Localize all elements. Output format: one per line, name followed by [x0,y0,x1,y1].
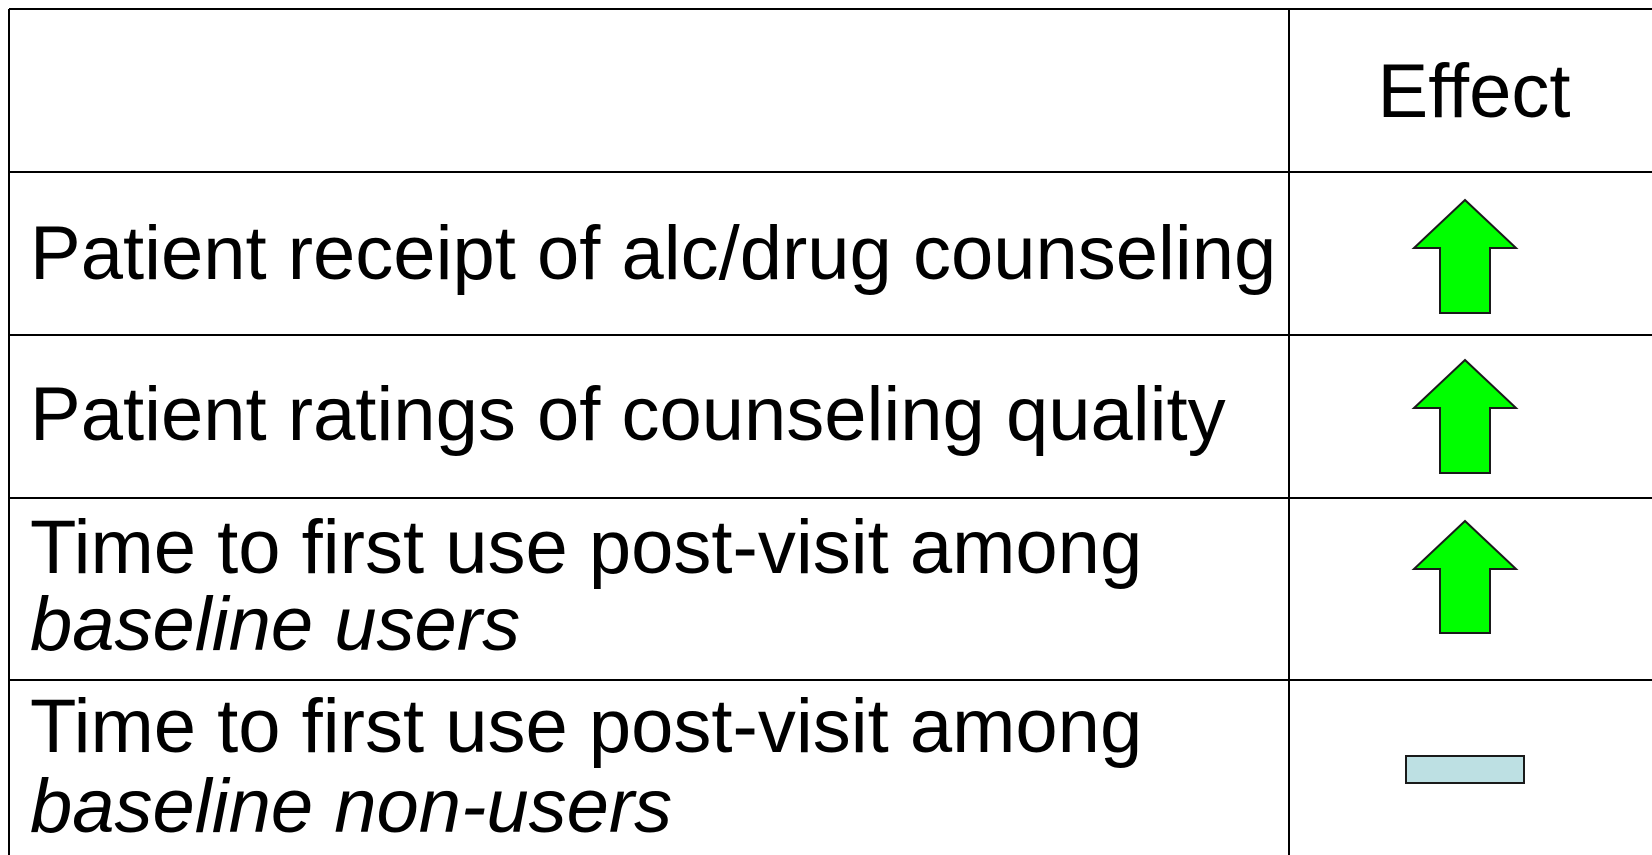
up-arrow [1411,358,1519,474]
up-arrow [1411,519,1519,634]
table-grid [8,8,1652,855]
row-label: Patient receipt of alc/drug counseling [30,211,1276,296]
header-cell: Effect [1378,49,1571,134]
row-label: Time to first use post-visit among [30,505,1142,590]
up-arrow [1411,198,1519,314]
row-emphasis: baseline non-users [30,764,672,849]
row-label: Patient ratings of counseling quality [30,372,1226,457]
no-change-bar [1405,755,1525,784]
row-emphasis: baseline users [30,582,520,667]
row-label: Time to first use post-visit among [30,684,1142,769]
